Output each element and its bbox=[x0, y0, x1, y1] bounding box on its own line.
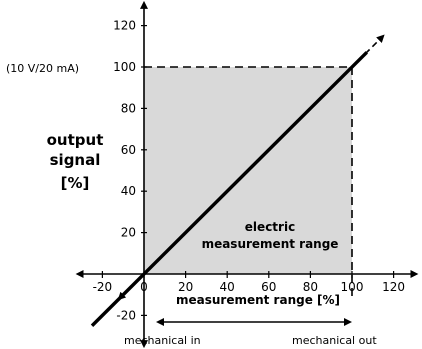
x-tick-label: -20 bbox=[93, 280, 113, 294]
y-tick-label: 60 bbox=[121, 143, 136, 157]
y-axis-label-line-2: signal bbox=[50, 151, 101, 169]
y-axis-label-line-1: output bbox=[47, 131, 104, 149]
x-axis-label: measurement range [%] bbox=[176, 293, 340, 307]
y-tick-label: 120 bbox=[113, 19, 136, 33]
y-tick-label: 80 bbox=[121, 101, 136, 115]
x-axis-ticks: -20 0 20 40 60 80 100 120 bbox=[93, 271, 405, 294]
x-tick-label: 100 bbox=[341, 280, 364, 294]
region-label-line-2: measurement range bbox=[202, 237, 339, 251]
x-tick-label: 0 bbox=[140, 280, 148, 294]
y-tick-label: 40 bbox=[121, 184, 136, 198]
x-tick-label: 120 bbox=[382, 280, 405, 294]
series-arrow-top bbox=[357, 34, 385, 62]
y-tick-label: 100 bbox=[113, 60, 136, 74]
region-label-line-1: electric bbox=[245, 220, 295, 234]
mechanical-in-label: mechanical in bbox=[124, 334, 201, 347]
x-tick-label: 20 bbox=[178, 280, 193, 294]
series-line bbox=[90, 51, 368, 327]
y-tick-label: 20 bbox=[121, 226, 136, 240]
y-tick-label: -20 bbox=[116, 308, 136, 322]
mechanical-out-label: mechanical out bbox=[292, 334, 377, 347]
x-tick-label: 80 bbox=[303, 280, 318, 294]
y-axis-label-line-3: [%] bbox=[61, 174, 90, 192]
x-tick-label: 40 bbox=[220, 280, 235, 294]
y-100-note: (10 V/20 mA) bbox=[6, 62, 79, 75]
y-axis-ticks: -20 20 40 60 80 100 120 bbox=[113, 19, 147, 322]
series-arrow-bottom bbox=[117, 281, 137, 301]
x-tick-label: 60 bbox=[261, 280, 276, 294]
